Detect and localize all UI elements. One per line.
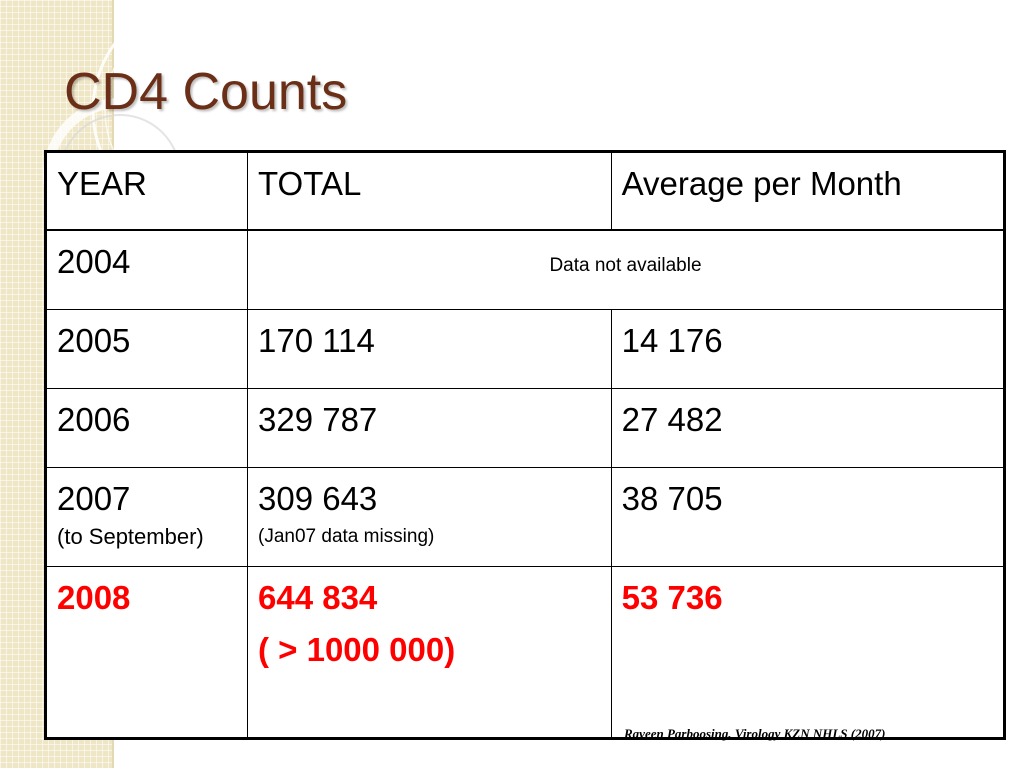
total-cell: 329 787: [247, 388, 612, 468]
header-average: Average per Month: [610, 151, 1006, 231]
year-cell: 2005: [45, 309, 248, 389]
year-note: (to September): [57, 523, 204, 549]
data-not-available-note: Data not available: [549, 254, 702, 276]
total-cell: 644 834 ( > 1000 000): [247, 566, 612, 739]
total-cell: 170 114: [247, 309, 612, 389]
year-cell: 2007 (to September): [45, 467, 248, 567]
table-row: 2007 (to September) 309 643 (Jan07 data …: [45, 467, 1006, 567]
year-cell: 2006: [45, 388, 248, 468]
total-note: (Jan07 data missing): [258, 525, 435, 547]
average-cell: 14 176: [610, 309, 1006, 389]
table-row-highlighted: 2008 644 834 ( > 1000 000) 53 736: [45, 566, 1006, 739]
total-value: 309 643: [258, 480, 378, 517]
average-cell: 53 736: [610, 566, 1006, 739]
average-cell: 27 482: [610, 388, 1006, 468]
source-citation: Raveen Parboosing, Virology KZN NHLS (20…: [624, 726, 886, 741]
table-header-row: YEAR TOTAL Average per Month: [45, 151, 1006, 231]
table-row: 2005 170 114 14 176: [45, 309, 1006, 389]
table-row: 2006 329 787 27 482: [45, 388, 1006, 468]
total-value: 644 834: [258, 579, 378, 616]
table-row: 2004 Data not available: [45, 229, 1005, 310]
header-year: YEAR: [45, 151, 248, 231]
slide-title: CD4 Counts: [64, 63, 348, 121]
cd4-counts-table: YEAR TOTAL Average per Month 2004 Data n…: [44, 150, 1006, 740]
header-total: TOTAL: [247, 151, 612, 231]
total-note: ( > 1000 000): [258, 630, 456, 668]
average-cell: 38 705: [610, 467, 1006, 567]
merged-data-cell: Data not available: [247, 229, 1005, 310]
total-cell: 309 643 (Jan07 data missing): [247, 467, 612, 567]
year-value: 2007: [57, 480, 131, 517]
year-cell: 2008: [45, 566, 248, 739]
year-cell: 2004: [45, 229, 248, 310]
